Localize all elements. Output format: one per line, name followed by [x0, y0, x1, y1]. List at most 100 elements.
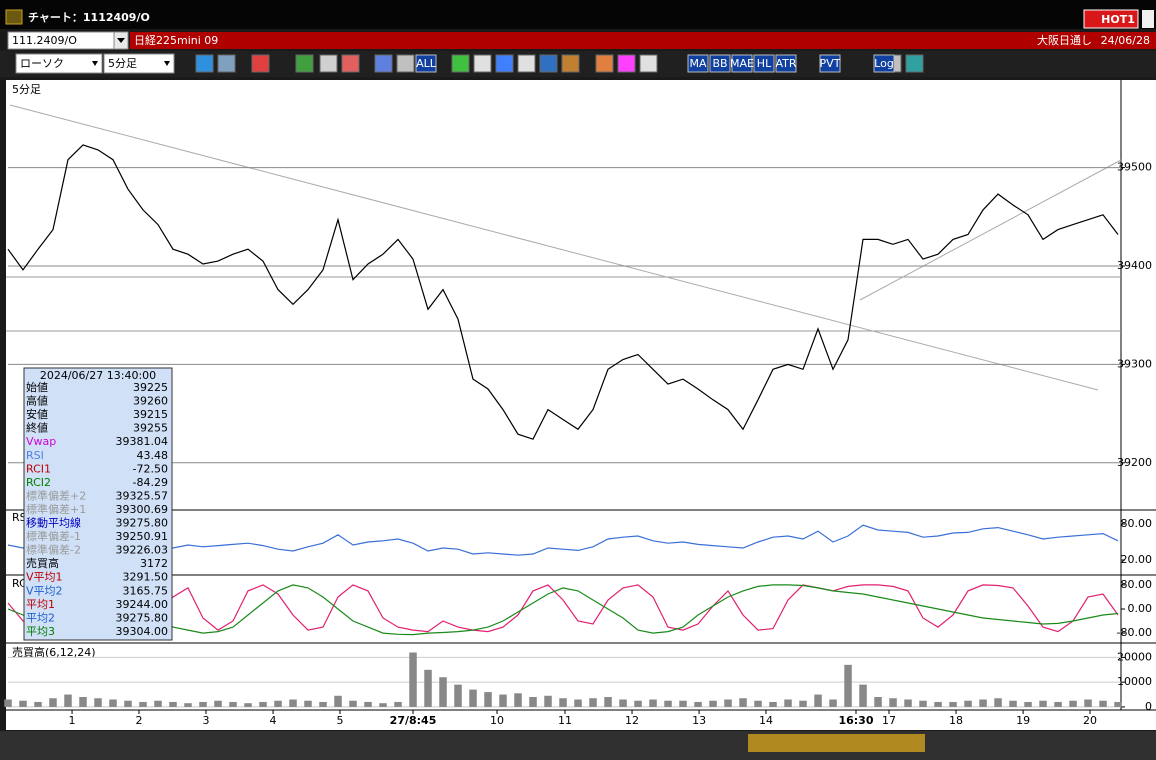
volume-bar [784, 699, 792, 707]
toolbar-button[interactable] [451, 54, 470, 73]
toolbar-button[interactable] [753, 54, 775, 73]
volume-bar [169, 701, 177, 707]
volume-bar [1114, 701, 1122, 707]
dropdown-arrow [92, 61, 98, 66]
toolbar-button[interactable] [319, 54, 338, 73]
volume-bar [229, 701, 237, 707]
info-label: 平均2 [26, 611, 55, 624]
toolbar-button[interactable] [775, 54, 797, 73]
toolbar-button[interactable] [617, 54, 636, 73]
toolbar-button[interactable] [295, 54, 314, 73]
x-tick-label: 12 [625, 714, 639, 727]
y-tick-label: 39300 [1117, 357, 1152, 370]
toolbar-button[interactable] [709, 54, 731, 73]
trend-line [9, 104, 1099, 391]
volume-bar [1099, 700, 1107, 707]
volume-bar [1054, 701, 1062, 707]
x-tick-label: 17 [882, 714, 896, 727]
toolbar-button-label[interactable]: ALL [416, 57, 437, 70]
volume-bar [244, 703, 252, 707]
toolbar-button[interactable] [595, 54, 614, 73]
toolbar-button[interactable] [217, 54, 236, 73]
toolbar-button[interactable] [905, 54, 924, 73]
series-line [7, 524, 1119, 556]
panel-title: 5分足 [12, 83, 41, 96]
toolbar-button[interactable] [731, 54, 753, 73]
volume-bar [559, 698, 567, 707]
info-label: 標準偏差+1 [26, 502, 86, 516]
toolbar-button[interactable] [539, 54, 558, 73]
info-label: Vwap [26, 435, 56, 448]
volume-bar [49, 698, 57, 707]
x-tick-label: 16:30 [838, 714, 873, 727]
toolbar-button-label[interactable]: ATR [775, 57, 796, 70]
title-bar [0, 0, 1156, 29]
volume-bar [574, 699, 582, 707]
toolbar-button[interactable] [374, 54, 393, 73]
toolbar-button[interactable] [415, 54, 437, 73]
x-tick-label: 13 [692, 714, 706, 727]
toolbar-button-label[interactable]: PVT [820, 57, 841, 70]
info-box [23, 367, 173, 641]
toolbar-button[interactable] [687, 54, 709, 73]
volume-bar [109, 699, 117, 707]
window-control[interactable] [1142, 10, 1154, 28]
style-select-label[interactable]: ローソク [20, 57, 64, 70]
x-tick-label: 1 [69, 714, 76, 727]
info-value: 39225 [133, 381, 168, 394]
info-label: 標準偏差-2 [26, 543, 81, 557]
info-value: 39304.00 [116, 625, 169, 638]
toolbar-button[interactable] [819, 54, 841, 73]
info-label: V平均2 [26, 584, 63, 597]
info-label: 標準偏差-1 [26, 529, 81, 543]
volume-bar [679, 700, 687, 707]
toolbar-button-label[interactable]: HL [757, 57, 772, 70]
y-tick-label: 10000 [1117, 675, 1152, 688]
volume-bar [79, 697, 87, 707]
x-tick-label: 20 [1083, 714, 1097, 727]
hot-button-label[interactable]: HOT1 [1101, 13, 1135, 26]
volume-bar [529, 697, 537, 707]
volume-bar [334, 695, 342, 707]
style-select[interactable] [15, 53, 103, 74]
scrollbar[interactable] [0, 731, 1156, 760]
info-label: V平均1 [26, 571, 63, 584]
toolbar-button[interactable] [639, 54, 658, 73]
symbol-code[interactable]: 111.2409/O [12, 34, 77, 47]
panel-title: 売買高(6,12,24) [12, 645, 96, 659]
toolbar-button[interactable] [873, 54, 895, 73]
volume-bar [124, 700, 132, 707]
volume-bar [514, 693, 522, 707]
toolbar-button-label[interactable]: MAE [730, 57, 754, 70]
toolbar-button[interactable] [251, 54, 270, 73]
info-label: 移動平均線 [26, 516, 81, 530]
toolbar-button[interactable] [473, 54, 492, 73]
toolbar-button[interactable] [495, 54, 514, 73]
toolbar-button[interactable] [517, 54, 536, 73]
panel-title: RC [12, 577, 27, 590]
info-label: RSI [26, 449, 44, 462]
hot-button[interactable] [1083, 9, 1139, 29]
y-tick-label: 0.00 [1128, 602, 1153, 615]
series-line [7, 144, 1119, 440]
x-tick-label: 11 [558, 714, 572, 727]
scroll-thumb[interactable] [748, 734, 925, 752]
toolbar-button-label[interactable]: BB [712, 57, 727, 70]
toolbar-button[interactable] [195, 54, 214, 73]
interval-select-label[interactable]: 5分足 [108, 57, 137, 70]
y-tick-label: -80.00 [1117, 626, 1152, 639]
volume-bar [829, 699, 837, 707]
toolbar-button[interactable] [341, 54, 360, 73]
toolbar-button[interactable] [561, 54, 580, 73]
toolbar-button-label[interactable]: Log [874, 57, 894, 70]
y-tick-label: 39500 [1117, 161, 1152, 174]
volume-bar [619, 699, 627, 707]
volume-bar [349, 700, 357, 707]
toolbar-button-label[interactable]: MA [689, 57, 706, 70]
volume-bar [184, 703, 192, 707]
interval-select[interactable] [103, 53, 175, 74]
toolbar-button[interactable] [396, 54, 415, 73]
info-value: 39226.03 [116, 544, 169, 557]
